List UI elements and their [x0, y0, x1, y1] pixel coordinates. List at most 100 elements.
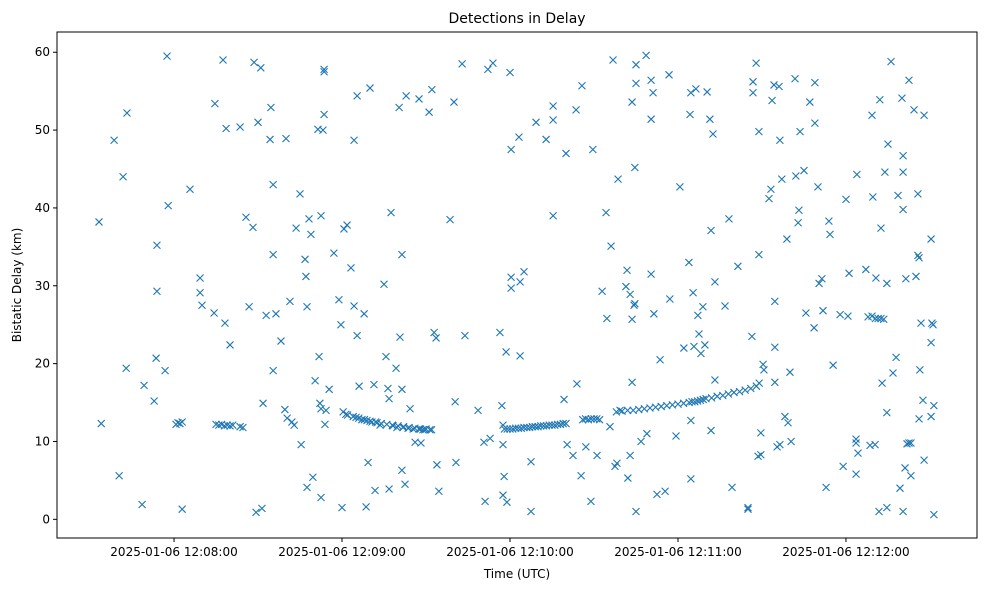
data-point [236, 422, 244, 431]
data-point [917, 319, 925, 328]
data-point [322, 406, 330, 415]
data-point [434, 487, 443, 496]
data-point [349, 412, 358, 421]
data-point [706, 115, 714, 124]
data-point [577, 471, 586, 480]
data-point [254, 118, 262, 127]
data-point [642, 51, 650, 60]
data-point [223, 421, 232, 430]
data-point [800, 166, 808, 175]
data-point [489, 59, 497, 68]
data-point [511, 424, 520, 433]
data-point [632, 507, 640, 516]
data-point [161, 366, 169, 375]
data-point [721, 302, 729, 310]
data-point [236, 123, 244, 131]
data-point [578, 415, 587, 424]
data-point [415, 95, 423, 103]
data-point [802, 309, 810, 317]
data-point [724, 390, 733, 398]
data-point [868, 312, 876, 321]
data-point [915, 415, 923, 423]
data-point [744, 503, 752, 512]
data-point [527, 457, 535, 466]
data-point [735, 387, 744, 396]
data-point [632, 79, 640, 88]
data-point [401, 480, 409, 489]
data-point [507, 145, 516, 154]
data-point [622, 282, 630, 291]
data-point [686, 110, 694, 119]
data-point [692, 84, 700, 93]
data-point [598, 287, 607, 296]
data-point [569, 451, 577, 460]
data-point [446, 215, 454, 224]
data-point [690, 342, 698, 351]
data-point [520, 267, 528, 276]
data-point [907, 471, 915, 480]
data-point [777, 175, 786, 184]
data-point [325, 385, 334, 394]
data-point [196, 274, 204, 282]
data-point [502, 348, 510, 356]
data-point [842, 195, 850, 204]
data-point [632, 60, 640, 69]
data-point [417, 439, 425, 447]
data-point [382, 352, 390, 361]
data-point [628, 98, 636, 106]
data-point [572, 105, 580, 114]
data-point [818, 274, 826, 283]
data-point [898, 94, 906, 103]
data-point [686, 474, 695, 483]
data-point [350, 136, 358, 145]
data-point [307, 230, 315, 239]
data-point [305, 214, 313, 223]
data-point [912, 272, 920, 281]
data-point [647, 76, 655, 85]
y-tick-label: 30 [35, 279, 50, 293]
data-point [819, 306, 827, 315]
data-point [296, 190, 304, 198]
x-tick-label: 2025-01-06 12:10:00 [446, 545, 573, 559]
data-point [573, 379, 581, 388]
data-point [364, 458, 372, 467]
data-point [343, 411, 352, 419]
data-point [353, 331, 362, 340]
data-point [875, 95, 884, 104]
data-point [500, 425, 509, 433]
data-point [292, 224, 300, 233]
data-point [770, 378, 779, 387]
data-point [269, 180, 278, 189]
data-point [690, 397, 699, 406]
data-point [786, 368, 794, 377]
data-point [884, 140, 892, 148]
data-point [868, 111, 876, 120]
data-point [363, 416, 371, 425]
data-point [746, 384, 755, 393]
data-point [282, 134, 290, 143]
data-point [896, 484, 904, 493]
data-point [915, 253, 923, 262]
data-point [929, 320, 937, 329]
data-point [303, 302, 311, 311]
data-point [384, 384, 392, 393]
data-point [549, 116, 558, 124]
data-point [899, 205, 907, 214]
data-point [894, 191, 902, 200]
data-point [887, 57, 895, 66]
data-point [781, 412, 789, 421]
data-point [650, 309, 658, 318]
data-point [587, 415, 596, 423]
data-point [748, 332, 756, 341]
data-point [901, 464, 909, 472]
data-point [915, 365, 924, 374]
data-point [734, 262, 742, 271]
data-point [628, 315, 636, 324]
data-point [805, 98, 814, 106]
data-point [623, 474, 632, 482]
data-point [371, 418, 380, 426]
data-point [630, 163, 639, 172]
data-point [791, 172, 800, 180]
data-point [689, 288, 697, 297]
